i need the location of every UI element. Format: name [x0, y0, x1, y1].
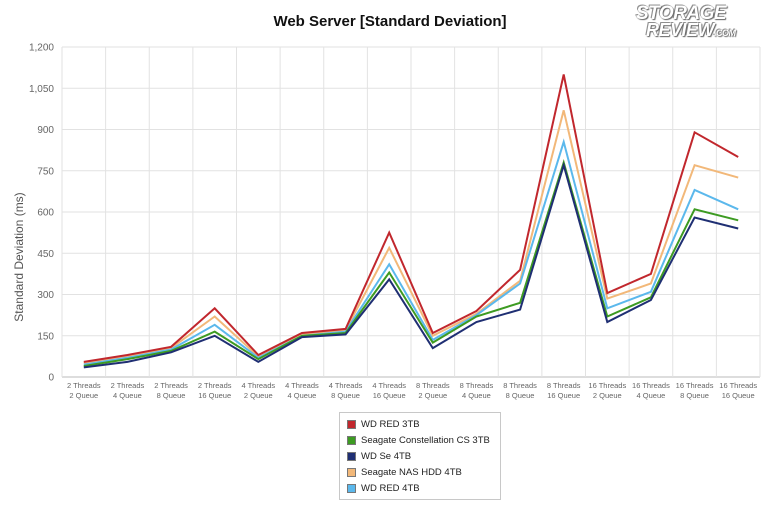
x-tick-label: 2 Threads	[111, 381, 145, 390]
x-tick-label: 4 Queue	[462, 391, 491, 400]
x-tick-label: 8 Queue	[680, 391, 709, 400]
x-tick-label: 4 Threads	[285, 381, 319, 390]
legend-swatch	[347, 483, 356, 493]
legend-item[interactable]: WD Se 4TB	[347, 448, 500, 464]
x-tick-label: 2 Threads	[154, 381, 188, 390]
logo-text-com: .COM	[714, 28, 736, 38]
x-tick-label: 4 Queue	[113, 391, 142, 400]
x-tick-label: 16 Queue	[722, 391, 755, 400]
x-tick-label: 16 Queue	[198, 391, 231, 400]
y-tick-label: 1,200	[29, 43, 54, 54]
x-tick-label: 2 Queue	[69, 391, 98, 400]
legend-swatch	[347, 435, 356, 445]
legend-label: Seagate NAS HDD 4TB	[361, 466, 462, 478]
x-tick-label: 16 Threads	[676, 381, 714, 390]
legend-item[interactable]: Seagate Constellation CS 3TB	[347, 432, 500, 448]
x-tick-label: 16 Queue	[373, 391, 406, 400]
series-line-4	[83, 138, 739, 366]
x-tick-label: 8 Threads	[416, 381, 450, 390]
chart-title: Web Server [Standard Deviation]	[273, 13, 507, 30]
x-tick-label: 2 Threads	[198, 381, 232, 390]
legend-item[interactable]: Seagate NAS HDD 4TB	[347, 464, 500, 480]
legend-item[interactable]: WD RED 3TB	[347, 416, 500, 432]
y-tick-label: 450	[37, 249, 54, 260]
x-tick-label: 2 Queue	[244, 391, 273, 400]
y-tick-label: 300	[37, 290, 54, 301]
legend-swatch	[347, 419, 356, 429]
x-tick-label: 16 Threads	[719, 381, 757, 390]
x-tick-label: 4 Threads	[329, 381, 363, 390]
storagereview-logo: STORAGE REVIEW.COM	[628, 3, 768, 41]
legend-swatch	[347, 451, 356, 461]
legend-label: WD RED 4TB	[361, 482, 420, 494]
y-tick-labels: 0 150 300 450 600 750 900 1,050 1,200	[29, 43, 54, 384]
legend-label: Seagate Constellation CS 3TB	[361, 434, 490, 446]
y-tick-label: 1,050	[29, 84, 54, 95]
y-tick-label: 0	[48, 373, 54, 384]
series-line-0	[83, 74, 739, 363]
series-lines	[83, 74, 739, 369]
legend: WD RED 3TB Seagate Constellation CS 3TB WD…	[339, 412, 501, 500]
y-tick-label: 150	[37, 331, 54, 342]
x-tick-label: 2 Queue	[418, 391, 447, 400]
x-tick-label: 16 Queue	[547, 391, 580, 400]
series-line-3	[83, 110, 739, 365]
legend-swatch	[347, 467, 356, 477]
x-tick-label: 8 Threads	[547, 381, 581, 390]
legend-item[interactable]: WD RED 4TB	[347, 480, 500, 496]
x-tick-label: 16 Threads	[588, 381, 626, 390]
gridlines	[61, 46, 761, 378]
logo-text-top: STORAGE	[636, 3, 727, 24]
logo-text-bottom: REVIEW.COM	[646, 20, 736, 41]
x-tick-label: 8 Queue	[157, 391, 186, 400]
x-tick-label: 16 Threads	[632, 381, 670, 390]
x-tick-label: 8 Threads	[503, 381, 537, 390]
x-tick-label: 8 Queue	[331, 391, 360, 400]
y-tick-label: 600	[37, 208, 54, 219]
legend-label: WD RED 3TB	[361, 418, 420, 430]
legend-label: WD Se 4TB	[361, 450, 412, 462]
x-tick-label: 4 Queue	[288, 391, 317, 400]
x-tick-label: 4 Threads	[372, 381, 406, 390]
x-tick-label: 2 Queue	[593, 391, 622, 400]
series-line-1	[83, 158, 739, 367]
y-tick-label: 900	[37, 125, 54, 136]
series-line-2	[83, 161, 739, 369]
x-tick-label: 4 Threads	[241, 381, 275, 390]
logo-text-review: REVIEW	[646, 20, 715, 40]
x-tick-label: 2 Threads	[67, 381, 101, 390]
x-tick-label: 8 Queue	[506, 391, 535, 400]
x-tick-label: 8 Threads	[460, 381, 494, 390]
x-tick-label: 4 Queue	[637, 391, 666, 400]
y-tick-label: 750	[37, 166, 54, 177]
